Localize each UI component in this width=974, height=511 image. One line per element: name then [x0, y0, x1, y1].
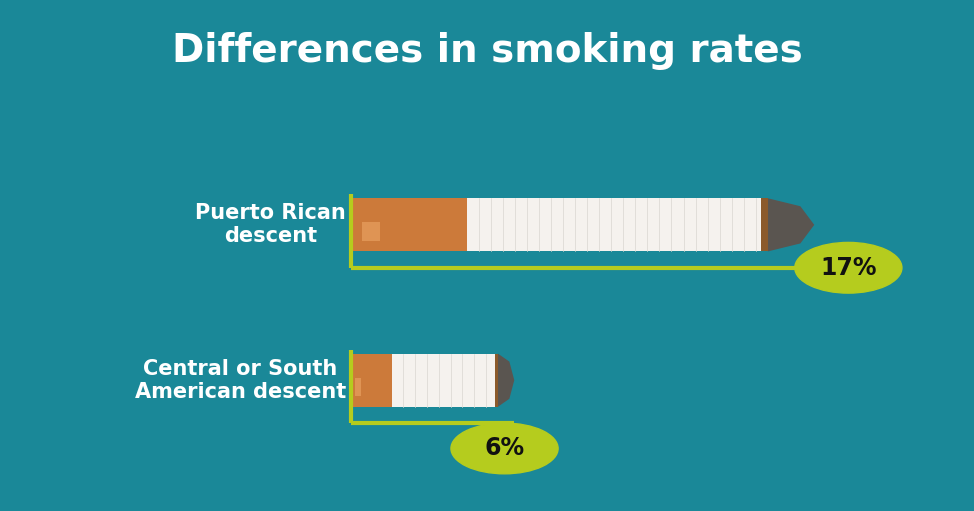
FancyBboxPatch shape [392, 354, 498, 407]
Text: Puerto Rican
descent: Puerto Rican descent [195, 203, 346, 246]
Text: 17%: 17% [820, 256, 877, 280]
Text: Differences in smoking rates: Differences in smoking rates [171, 32, 803, 70]
FancyBboxPatch shape [351, 354, 392, 407]
Ellipse shape [451, 423, 558, 474]
FancyBboxPatch shape [351, 198, 467, 251]
FancyBboxPatch shape [362, 222, 380, 241]
FancyBboxPatch shape [761, 198, 768, 251]
Text: 6%: 6% [484, 436, 525, 460]
FancyBboxPatch shape [496, 354, 498, 407]
Polygon shape [768, 198, 814, 251]
Ellipse shape [795, 242, 902, 293]
FancyBboxPatch shape [467, 198, 768, 251]
FancyBboxPatch shape [355, 378, 360, 396]
Polygon shape [498, 354, 514, 407]
Text: Central or South
American descent: Central or South American descent [134, 359, 346, 402]
